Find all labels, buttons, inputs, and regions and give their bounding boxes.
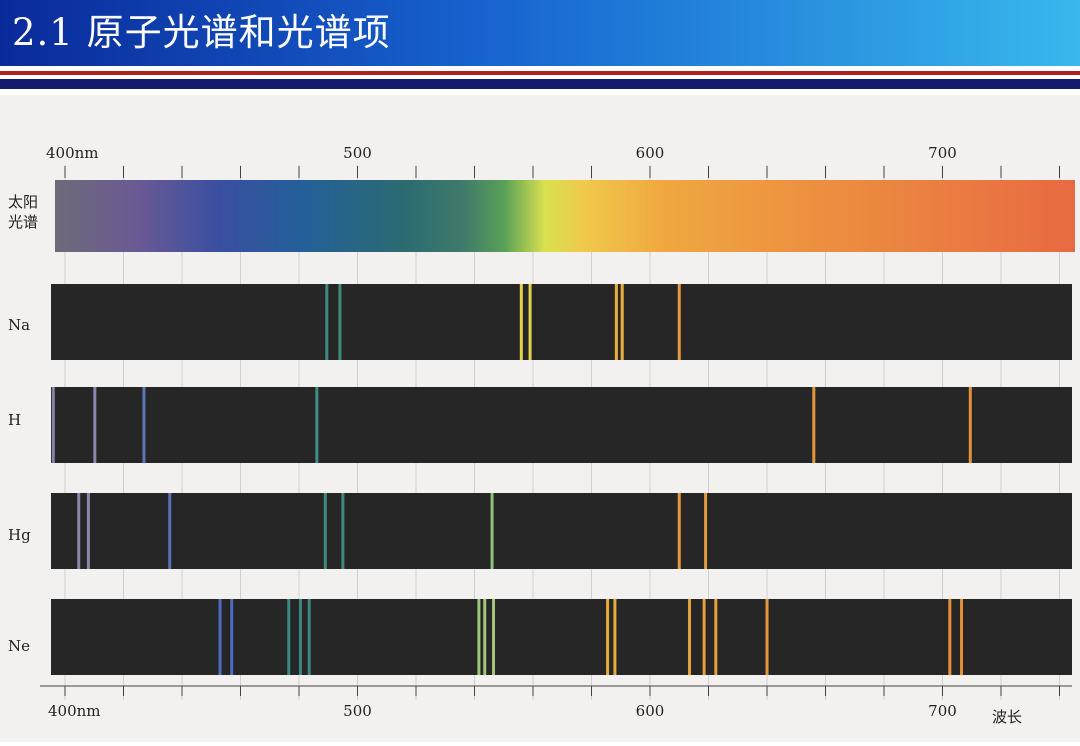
bottom-tick-label: 700 <box>928 702 957 720</box>
title-divider-navy <box>0 79 1080 89</box>
emission-line <box>477 599 481 675</box>
title-bar: 2.1 原子光谱和光谱项 <box>0 0 1080 66</box>
spectrum-label-0: 太阳光谱 <box>8 193 38 231</box>
emission-line <box>606 599 610 675</box>
emission-line <box>528 284 532 360</box>
emission-line <box>812 387 816 463</box>
emission-line <box>765 599 769 675</box>
emission-line <box>168 493 172 569</box>
emission-line <box>677 493 681 569</box>
title-divider-red <box>0 71 1080 75</box>
top-tick-label: 500 <box>343 144 372 162</box>
emission-line <box>341 493 345 569</box>
spectrum-label-line: H <box>8 411 21 429</box>
spectrum-label-4: Ne <box>8 637 30 655</box>
emission-line <box>968 387 972 463</box>
spectrum-band-h <box>51 387 1072 463</box>
spectrum-label-line: Na <box>8 316 30 334</box>
spectrum-label-line: Hg <box>8 526 31 544</box>
spectrum-band-hg <box>51 493 1072 569</box>
bottom-wavelength-axis: 400nm 500 600 700 波长 <box>40 685 1072 726</box>
top-tick-label: 600 <box>636 144 665 162</box>
emission-line <box>86 493 90 569</box>
bottom-tick-label: 600 <box>636 702 665 720</box>
emission-line <box>93 387 97 463</box>
spectra-figure-svg: 太阳光谱 Na H Hg Ne 400nm 500 600 700 400nm 500 600 70… <box>8 144 1075 726</box>
top-wavelength-axis: 400nm 500 600 700 <box>46 144 1060 178</box>
emission-line <box>960 599 964 675</box>
emission-line <box>492 599 496 675</box>
spectrum-label-line: Ne <box>8 637 30 655</box>
bottom-tick-label: 400nm <box>48 702 101 720</box>
title-divider-white <box>0 66 1080 71</box>
emission-line <box>51 387 55 463</box>
emission-line <box>230 599 234 675</box>
emission-line <box>519 284 523 360</box>
emission-line <box>948 599 952 675</box>
emission-line <box>687 599 691 675</box>
title-divider-gap <box>0 75 1080 79</box>
spectrum-band-ne <box>51 599 1072 675</box>
emission-line <box>77 493 81 569</box>
emission-line <box>620 284 624 360</box>
spectrum-label-3: Hg <box>8 526 31 544</box>
bottom-tick-label: 500 <box>343 702 372 720</box>
emission-line <box>323 493 327 569</box>
emission-line <box>613 599 617 675</box>
spectrum-band-na <box>51 284 1072 360</box>
spectrum-label-line: 太阳 <box>8 193 38 211</box>
emission-line <box>677 284 681 360</box>
emission-line <box>325 284 329 360</box>
emission-line <box>490 493 494 569</box>
emission-line <box>704 493 708 569</box>
emission-line <box>483 599 487 675</box>
top-tick-label: 700 <box>928 144 957 162</box>
emission-line <box>315 387 319 463</box>
emission-line <box>218 599 222 675</box>
emission-line <box>714 599 718 675</box>
spectrum-label-2: H <box>8 411 21 429</box>
emission-line <box>287 599 291 675</box>
spectra-figure: 太阳光谱 Na H Hg Ne 400nm 500 600 700 400nm 500 600 70… <box>0 95 1080 742</box>
spectrum-label-1: Na <box>8 316 30 334</box>
top-tick-label: 400nm <box>46 144 99 162</box>
spectra-group: 太阳光谱 Na H Hg Ne <box>8 180 1075 675</box>
emission-line <box>614 284 618 360</box>
solar-spectrum-band <box>55 180 1075 252</box>
spectrum-label-line: 光谱 <box>8 213 38 231</box>
wavelength-unit-label: 波长 <box>992 708 1022 726</box>
emission-line <box>702 599 706 675</box>
emission-line <box>298 599 302 675</box>
emission-line <box>338 284 342 360</box>
slide-title: 2.1 原子光谱和光谱项 <box>12 11 391 54</box>
emission-line <box>142 387 146 463</box>
emission-line <box>307 599 311 675</box>
